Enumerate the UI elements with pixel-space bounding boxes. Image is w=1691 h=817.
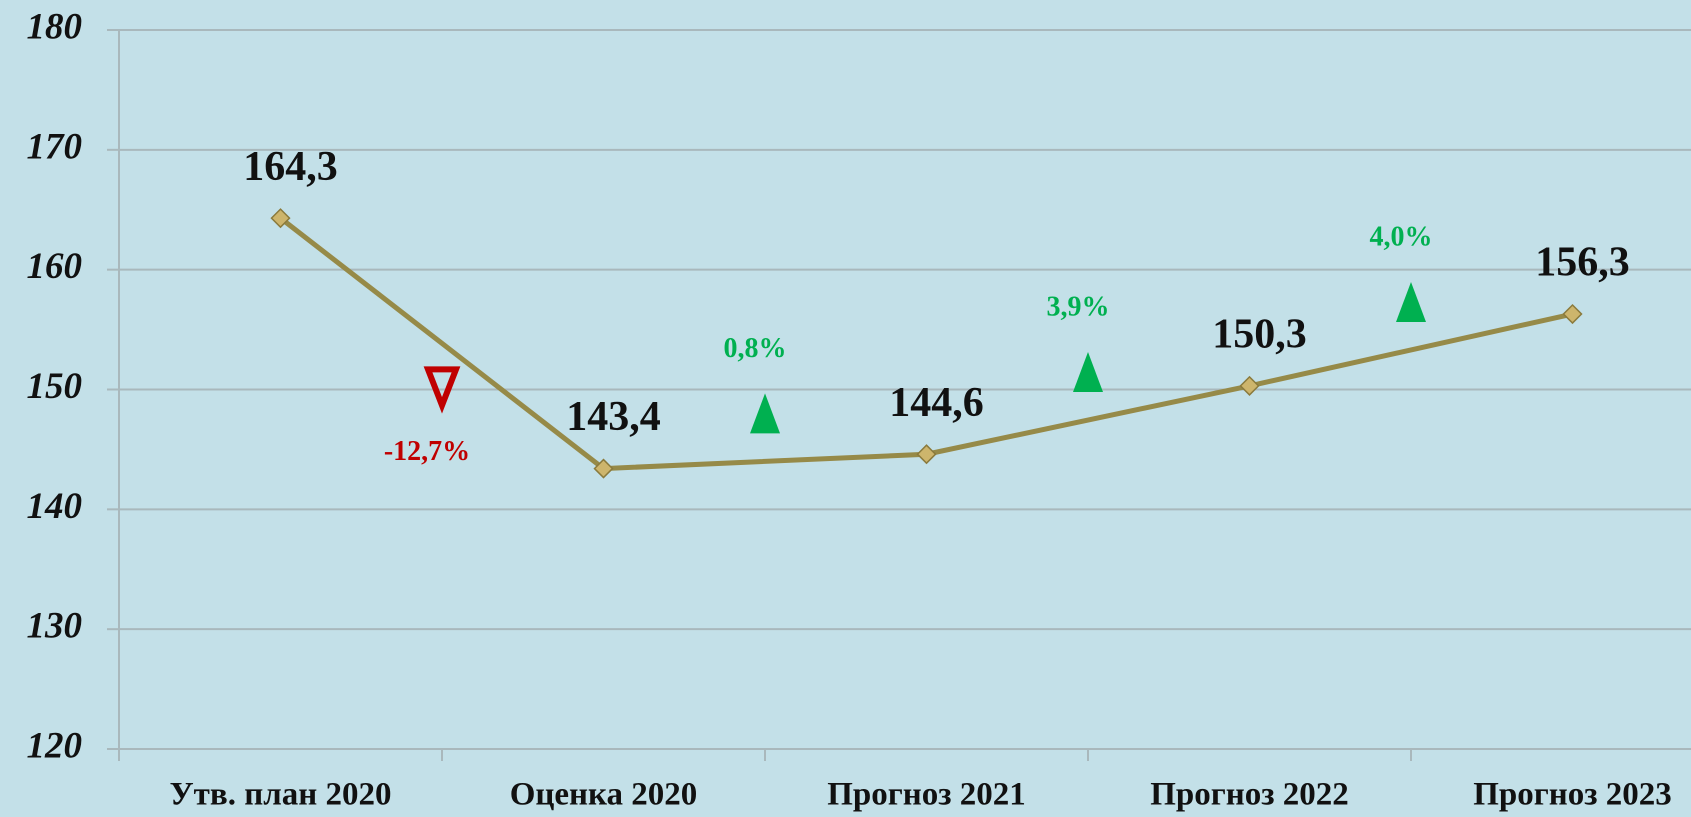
annotation: 0,8% — [724, 333, 787, 364]
value-label: 143,4 — [566, 394, 661, 440]
y-tick-label: 170 — [27, 126, 83, 167]
annotation: -12,7% — [384, 436, 470, 467]
marker — [593, 458, 614, 479]
x-tick-label: Прогноз 2021 — [827, 777, 1026, 813]
marker — [1562, 303, 1583, 325]
down-triangle — [423, 366, 461, 414]
y-tick-label: 120 — [27, 725, 83, 766]
value-label: 144,6 — [889, 380, 984, 426]
y-tick-label: 160 — [27, 246, 83, 287]
value-label: 164,3 — [243, 144, 338, 190]
x-tick-label: Прогноз 2022 — [1150, 777, 1349, 813]
x-tick-label: Оценка 2020 — [510, 777, 698, 813]
value-label: 156,3 — [1535, 240, 1630, 286]
up-triangle — [750, 393, 780, 434]
annotation: 3,9% — [1047, 291, 1110, 322]
y-tick-label: 150 — [27, 366, 83, 407]
value-label: 150,3 — [1212, 312, 1307, 358]
marker — [1239, 375, 1260, 396]
y-tick-label: 180 — [27, 6, 83, 47]
x-tick-label: Утв. план 2020 — [169, 777, 391, 813]
y-tick-label: 140 — [27, 486, 83, 527]
marker — [916, 444, 937, 465]
x-tick-label: Прогноз 2023 — [1473, 777, 1672, 813]
up-triangle — [1396, 281, 1426, 322]
marker — [270, 208, 291, 229]
up-triangle — [1073, 352, 1103, 393]
annotation: 4,0% — [1370, 221, 1433, 252]
y-tick-label: 130 — [27, 606, 83, 647]
